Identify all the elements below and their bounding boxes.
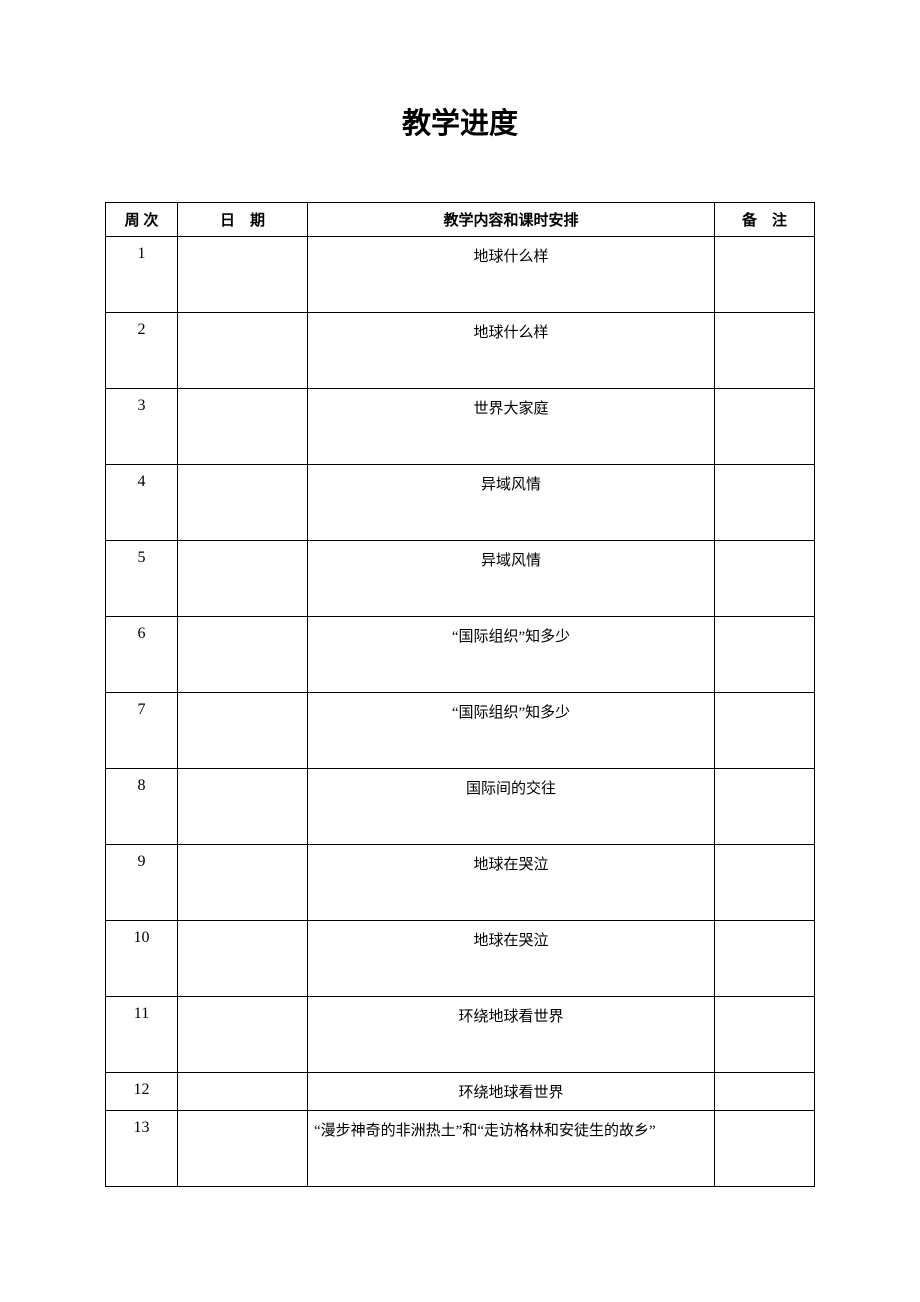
cell-date [178,541,308,617]
cell-note [715,769,815,845]
cell-week: 9 [106,845,178,921]
cell-week: 7 [106,693,178,769]
cell-week: 1 [106,237,178,313]
table-row: 7 “国际组织”知多少 [106,693,815,769]
cell-week: 11 [106,997,178,1073]
cell-content: 地球什么样 [308,237,715,313]
cell-content: 国际间的交往 [308,769,715,845]
cell-date [178,617,308,693]
header-date: 日 期 [178,203,308,237]
table-row: 9 地球在哭泣 [106,845,815,921]
cell-content: 异域风情 [308,541,715,617]
schedule-table: 周 次 日 期 教学内容和课时安排 备 注 1 地球什么样 2 地球什么样 3 世界大家庭… [105,202,815,1187]
table-row: 8 国际间的交往 [106,769,815,845]
cell-note [715,389,815,465]
table-row: 11 环绕地球看世界 [106,997,815,1073]
table-body: 1 地球什么样 2 地球什么样 3 世界大家庭 4 异域风情 5 异域风情 6 “国际组织”知多少 7 “… [106,237,815,1187]
cell-date [178,1073,308,1111]
table-row: 4 异域风情 [106,465,815,541]
cell-date [178,389,308,465]
cell-content: 环绕地球看世界 [308,997,715,1073]
cell-content: 世界大家庭 [308,389,715,465]
table-row: 6 “国际组织”知多少 [106,617,815,693]
header-week: 周 次 [106,203,178,237]
table-row: 1 地球什么样 [106,237,815,313]
cell-content: 异域风情 [308,465,715,541]
cell-date [178,465,308,541]
table-row: 2 地球什么样 [106,313,815,389]
cell-note [715,237,815,313]
cell-note [715,921,815,997]
cell-note [715,541,815,617]
cell-date [178,769,308,845]
cell-note [715,845,815,921]
cell-week: 13 [106,1111,178,1187]
table-row: 10 地球在哭泣 [106,921,815,997]
cell-date [178,997,308,1073]
table-row: 5 异域风情 [106,541,815,617]
cell-date [178,845,308,921]
cell-date [178,693,308,769]
table-row: 13 “漫步神奇的非洲热土”和“走访格林和安徒生的故乡” [106,1111,815,1187]
cell-week: 6 [106,617,178,693]
cell-content: 地球在哭泣 [308,845,715,921]
cell-content: 环绕地球看世界 [308,1073,715,1111]
cell-note [715,313,815,389]
cell-content: 地球在哭泣 [308,921,715,997]
cell-date [178,1111,308,1187]
cell-content: 地球什么样 [308,313,715,389]
cell-content: “国际组织”知多少 [308,693,715,769]
table-header-row: 周 次 日 期 教学内容和课时安排 备 注 [106,203,815,237]
cell-note [715,465,815,541]
table-row: 12 环绕地球看世界 [106,1073,815,1111]
header-note: 备 注 [715,203,815,237]
table-row: 3 世界大家庭 [106,389,815,465]
cell-date [178,921,308,997]
cell-week: 3 [106,389,178,465]
cell-week: 10 [106,921,178,997]
cell-week: 4 [106,465,178,541]
cell-note [715,1111,815,1187]
cell-week: 12 [106,1073,178,1111]
page-title: 教学进度 [105,100,815,142]
cell-week: 2 [106,313,178,389]
cell-date [178,237,308,313]
cell-content: “国际组织”知多少 [308,617,715,693]
cell-note [715,617,815,693]
header-content: 教学内容和课时安排 [308,203,715,237]
cell-week: 8 [106,769,178,845]
cell-content: “漫步神奇的非洲热土”和“走访格林和安徒生的故乡” [308,1111,715,1187]
cell-date [178,313,308,389]
cell-week: 5 [106,541,178,617]
cell-note [715,997,815,1073]
cell-note [715,693,815,769]
cell-note [715,1073,815,1111]
